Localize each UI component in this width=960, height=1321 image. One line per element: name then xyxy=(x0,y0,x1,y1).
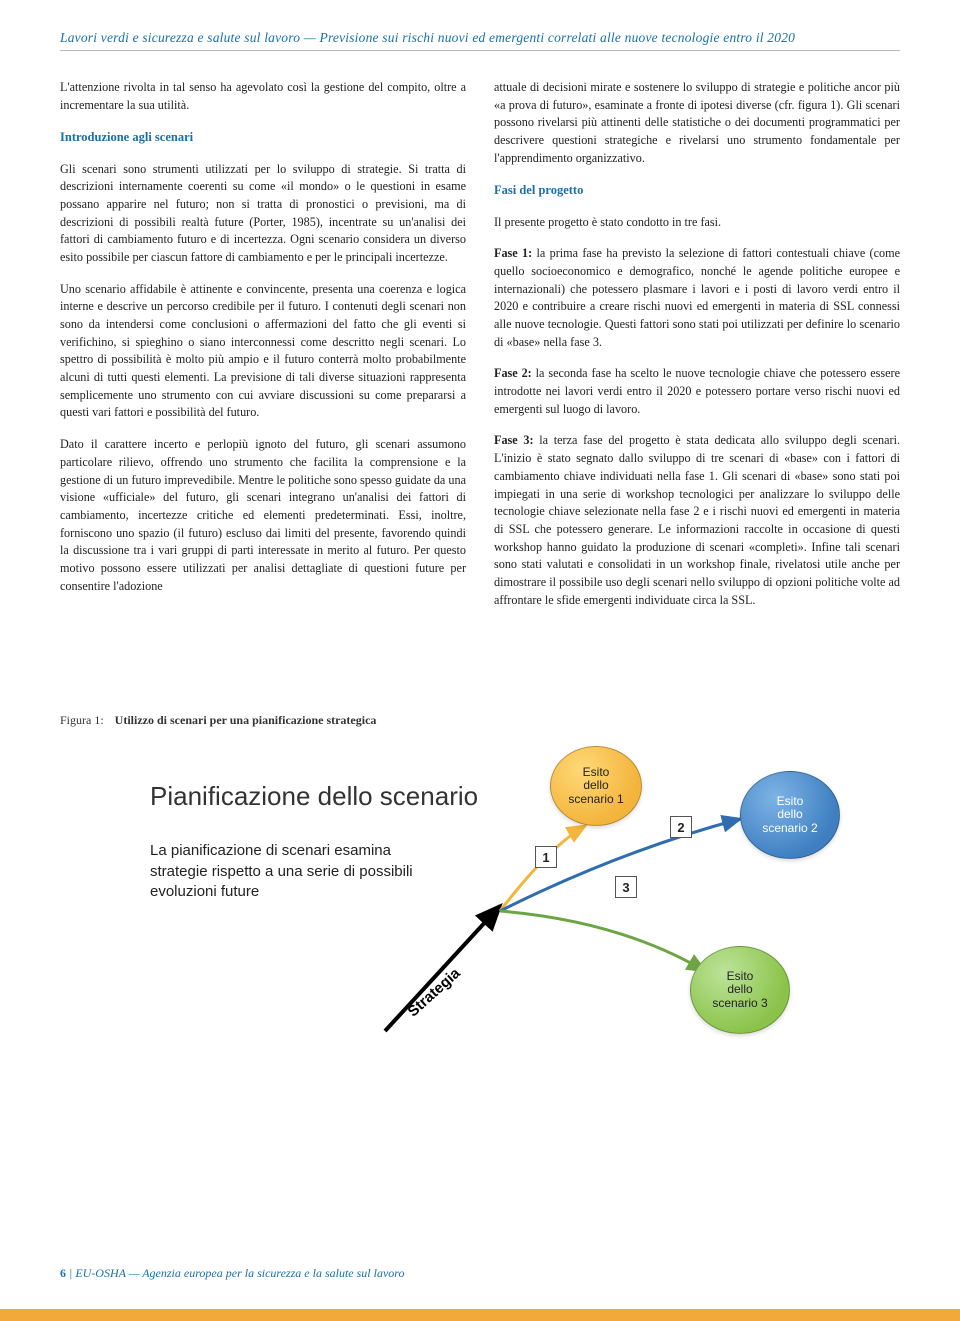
node-scenario-2: Esito dello scenario 2 xyxy=(740,771,840,859)
node-scenario-3-label: Esito dello scenario 3 xyxy=(712,970,767,1011)
node-scenario-3: Esito dello scenario 3 xyxy=(690,946,790,1034)
left-p3: Dato il carattere incerto e perlopiù ign… xyxy=(60,436,466,595)
right-continuation: attuale di decisioni mirate e sostenere … xyxy=(494,79,900,167)
page-footer: 6 | EU-OSHA — Agenzia europea per la sic… xyxy=(60,1266,405,1281)
numbox-3-label: 3 xyxy=(622,880,629,895)
node-scenario-2-label: Esito dello scenario 2 xyxy=(762,795,817,836)
numbox-1: 1 xyxy=(535,846,557,868)
fase2-label: Fase 2: xyxy=(494,366,532,380)
header-title: Lavori verdi e sicurezza e salute sul la… xyxy=(60,30,900,46)
footer-org: EU-OSHA — Agenzia europea per la sicurez… xyxy=(75,1266,404,1280)
fase1-label: Fase 1: xyxy=(494,246,532,260)
two-column-layout: L'attenzione rivolta in tal senso ha age… xyxy=(60,79,900,623)
numbox-1-label: 1 xyxy=(542,850,549,865)
node-scenario-1: Esito dello scenario 1 xyxy=(550,746,642,826)
left-column: L'attenzione rivolta in tal senso ha age… xyxy=(60,79,466,623)
fase-3: Fase 3: la terza fase del progetto è sta… xyxy=(494,432,900,609)
fase3-text: la terza fase del progetto è stata dedic… xyxy=(494,433,900,606)
fase-2: Fase 2: la seconda fase ha scelto le nuo… xyxy=(494,365,900,418)
strategy-arrow xyxy=(385,906,500,1031)
node-scenario-1-label: Esito dello scenario 1 xyxy=(568,766,623,807)
figure-title: Utilizzo di scenari per una pianificazio… xyxy=(115,713,377,727)
fase3-label: Fase 3: xyxy=(494,433,534,447)
right-column: attuale di decisioni mirate e sostenere … xyxy=(494,79,900,623)
scenario-diagram: Pianificazione dello scenario La pianifi… xyxy=(60,746,900,1066)
numbox-2-label: 2 xyxy=(677,820,684,835)
figure-prefix: Figura 1: xyxy=(60,713,104,727)
header-rule xyxy=(60,50,900,51)
subhead-fasi: Fasi del progetto xyxy=(494,181,900,199)
diagram-title: Pianificazione dello scenario xyxy=(150,781,478,812)
subhead-introduzione: Introduzione agli scenari xyxy=(60,128,466,146)
intro-paragraph: L'attenzione rivolta in tal senso ha age… xyxy=(60,79,466,114)
numbox-2: 2 xyxy=(670,816,692,838)
numbox-3: 3 xyxy=(615,876,637,898)
figure-1: Figura 1: Utilizzo di scenari per una pi… xyxy=(60,713,900,1066)
arrow-to-scenario1 xyxy=(500,826,585,911)
left-p2: Uno scenario affidabile è attinente e co… xyxy=(60,281,466,423)
right-p1: Il presente progetto è stato condotto in… xyxy=(494,214,900,232)
bottom-accent-bar xyxy=(0,1309,960,1321)
fase2-text: la seconda fase ha scelto le nuove tecno… xyxy=(494,366,900,415)
arrow-to-scenario3 xyxy=(500,911,705,971)
figure-caption: Figura 1: Utilizzo di scenari per una pi… xyxy=(60,713,900,728)
strategia-label: Strategia xyxy=(405,965,464,1021)
footer-sep: | xyxy=(66,1266,75,1280)
fase-1: Fase 1: la prima fase ha previsto la sel… xyxy=(494,245,900,351)
left-p1: Gli scenari sono strumenti utilizzati pe… xyxy=(60,161,466,267)
fase1-text: la prima fase ha previsto la selezione d… xyxy=(494,246,900,348)
diagram-subtitle: La pianificazione di scenari esamina str… xyxy=(150,841,450,902)
